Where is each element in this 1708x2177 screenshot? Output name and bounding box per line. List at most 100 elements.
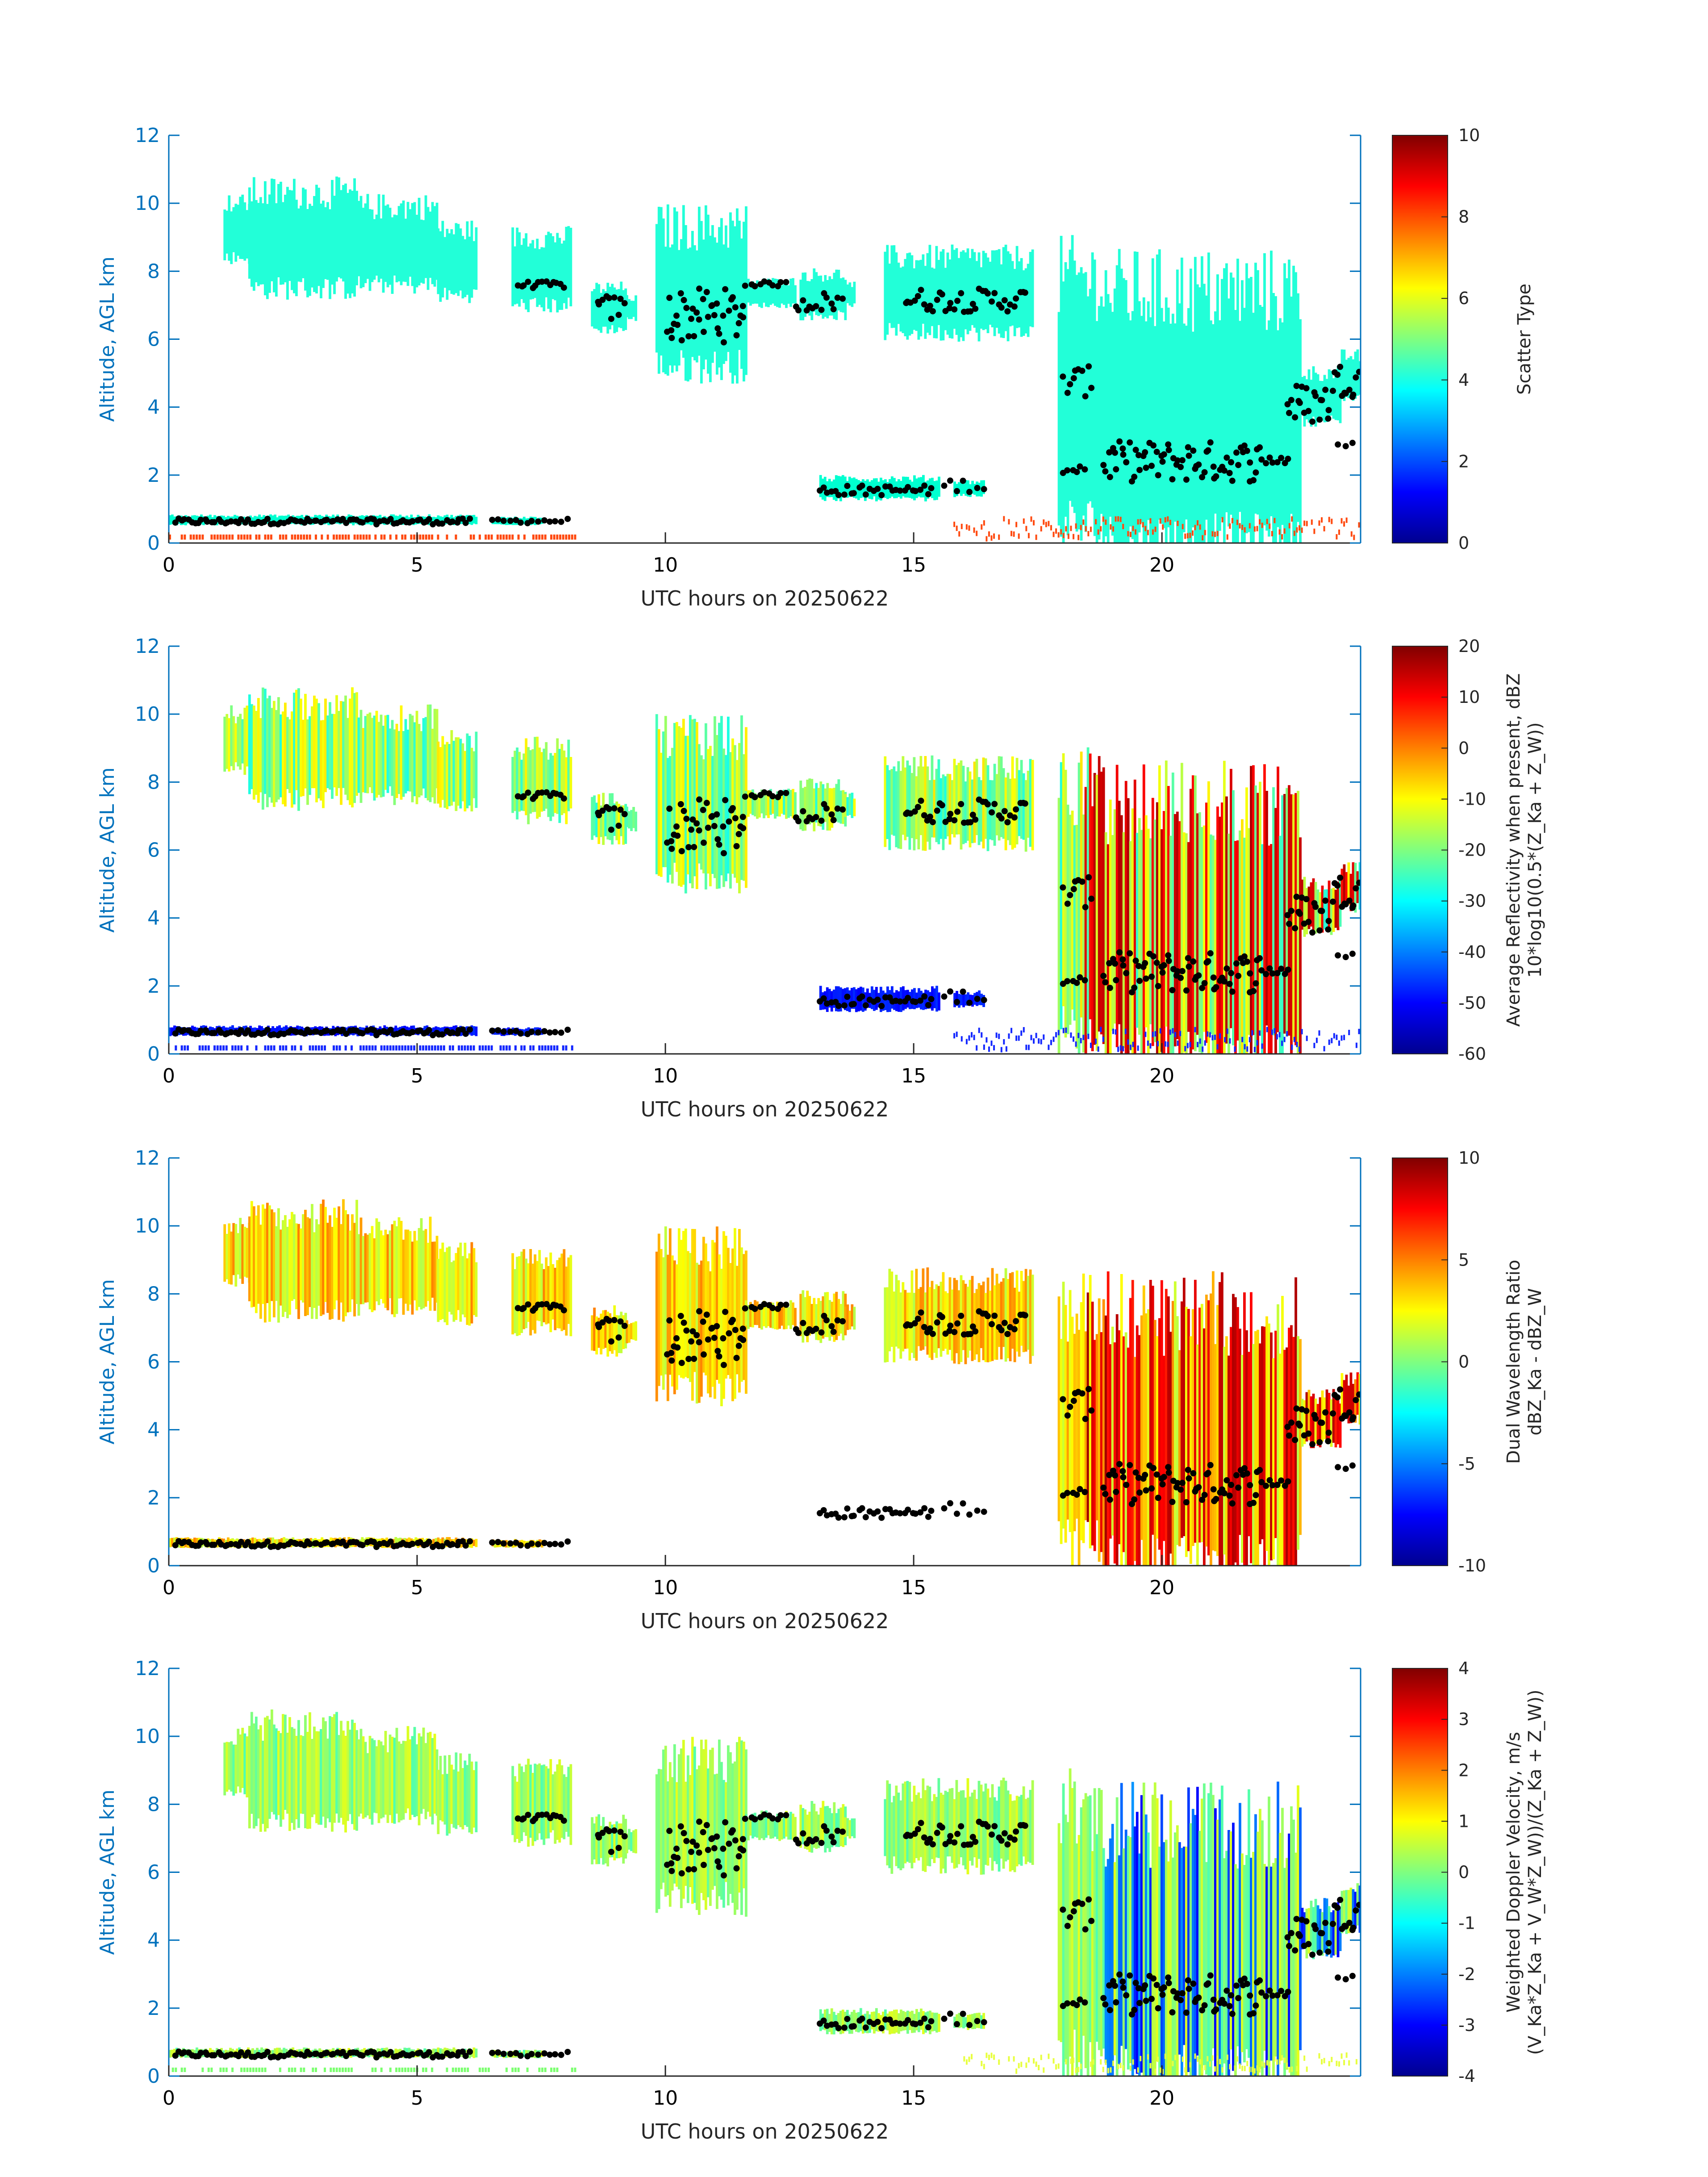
cloud-base-marker <box>947 811 954 817</box>
cloud-base-marker <box>897 998 903 1005</box>
cloud-base-marker <box>560 795 567 802</box>
cloud-base-marker <box>606 295 613 301</box>
cloud-base-marker <box>1077 1996 1083 2003</box>
cloud-base-marker <box>835 492 842 498</box>
cloud-base-marker <box>1205 1470 1211 1476</box>
cloud-base-marker <box>513 1539 519 1546</box>
cloud-base-marker <box>1346 897 1353 904</box>
y-tick-label: 10 <box>135 1725 160 1748</box>
cloud-base-marker <box>307 518 313 525</box>
cloud-base-marker <box>343 2053 350 2060</box>
cloud-base-marker <box>958 1823 965 1830</box>
cloud-base-marker <box>1001 297 1008 304</box>
cloud-base-marker <box>1235 1995 1242 2002</box>
cloud-base-marker <box>1316 1439 1323 1446</box>
cloud-base-marker <box>608 826 614 833</box>
cloud-base-marker <box>795 1329 802 1336</box>
cloud-base-marker <box>953 488 960 494</box>
cloud-base-marker <box>1195 1994 1202 2001</box>
cloud-base-marker <box>1153 1981 1160 1988</box>
cloud-base-marker <box>733 1865 740 1872</box>
cloud-base-marker <box>929 1330 936 1337</box>
cloud-base-marker <box>859 482 865 489</box>
cloud-base-marker <box>835 2025 842 2031</box>
colorbar <box>1392 1157 1448 1566</box>
cloud-base-marker <box>1229 477 1236 484</box>
cloud-base-marker <box>1337 364 1344 370</box>
cloud-base-marker <box>1013 1828 1019 1835</box>
cloud-base-marker <box>1116 1971 1123 1978</box>
cloud-base-marker <box>714 1323 720 1329</box>
cloud-base-marker <box>960 988 966 995</box>
cloud-base-marker <box>1150 953 1157 960</box>
cloud-base-marker <box>981 2019 987 2026</box>
cloud-base-marker <box>1161 451 1167 458</box>
cloud-base-marker <box>552 2051 559 2058</box>
y-axis-label: Altitude, AGL km <box>96 1789 119 1955</box>
colorbar-tick-label: -2 <box>1458 1964 1475 1984</box>
cloud-base-marker <box>1143 1997 1149 2004</box>
cloud-base-marker <box>1199 985 1205 991</box>
x-tick-label: 5 <box>411 1065 423 1087</box>
cloud-base-marker <box>1325 415 1332 422</box>
cloud-base-marker <box>1335 441 1341 448</box>
cloud-base-marker <box>818 1329 825 1336</box>
cloud-base-marker <box>1082 1926 1089 1933</box>
cloud-base-marker <box>528 1540 535 1547</box>
cloud-base-marker <box>666 1317 673 1324</box>
cloud-base-marker <box>954 297 961 304</box>
cloud-base-marker <box>564 2048 571 2055</box>
cloud-base-marker <box>696 1849 702 1856</box>
cloud-base-marker <box>1127 439 1133 446</box>
cloud-base-marker <box>547 1029 553 1036</box>
cloud-base-marker <box>606 1828 613 1834</box>
cloud-base-marker <box>1258 456 1265 463</box>
cloud-base-marker <box>535 2051 542 2058</box>
cloud-base-marker <box>608 315 614 322</box>
cloud-base-marker <box>777 790 784 796</box>
cloud-base-marker <box>1195 1484 1202 1491</box>
cloud-base-marker <box>1349 950 1356 957</box>
cloud-base-marker <box>720 339 727 346</box>
cloud-base-marker <box>1190 1981 1197 1987</box>
cloud-base-marker <box>696 796 702 803</box>
cloud-base-marker <box>1159 1481 1166 1488</box>
y-axis-label: Altitude, AGL km <box>96 256 119 422</box>
cloud-base-marker <box>1135 1475 1142 1481</box>
cloud-base-marker <box>925 2024 931 2031</box>
cloud-base-marker <box>1233 1472 1240 1479</box>
colorbar-tick-label: -1 <box>1458 1914 1475 1933</box>
cloud-base-marker <box>1319 397 1325 404</box>
cloud-base-marker <box>307 1029 313 1036</box>
cloud-base-marker <box>934 1830 940 1836</box>
cloud-base-marker <box>693 820 700 827</box>
cloud-base-marker <box>700 1318 706 1325</box>
cloud-base-marker <box>917 486 924 493</box>
cloud-base-marker <box>1001 1830 1008 1837</box>
cloud-base-marker <box>761 278 768 285</box>
cloud-base-marker <box>927 813 933 820</box>
cloud-base-marker <box>1201 1492 1208 1498</box>
cloud-base-marker <box>1244 1470 1250 1477</box>
cloud-base-marker <box>1224 965 1230 972</box>
cloud-base-marker <box>739 1325 746 1332</box>
cloud-base-marker <box>928 2018 935 2025</box>
cloud-base-marker <box>783 279 789 285</box>
cloud-base-marker <box>1226 981 1233 987</box>
cloud-base-marker <box>449 518 456 525</box>
cloud-base-marker <box>238 1538 244 1545</box>
cloud-base-marker <box>1288 397 1295 403</box>
cloud-base-marker <box>596 1834 602 1841</box>
cloud-base-marker <box>1274 970 1281 977</box>
cloud-base-marker <box>685 333 692 340</box>
cloud-base-marker <box>495 1539 501 1546</box>
cloud-base-marker <box>1022 1312 1028 1319</box>
cloud-base-marker <box>689 816 696 823</box>
cloud-base-marker <box>1106 1472 1113 1479</box>
colorbar-tick-label: 4 <box>1458 370 1469 390</box>
cloud-base-marker <box>1111 1982 1118 1989</box>
cloud-base-marker <box>1210 1997 1217 2003</box>
cloud-base-marker <box>552 1541 559 1547</box>
cloud-base-marker <box>722 286 729 292</box>
cloud-base-marker <box>462 519 469 526</box>
